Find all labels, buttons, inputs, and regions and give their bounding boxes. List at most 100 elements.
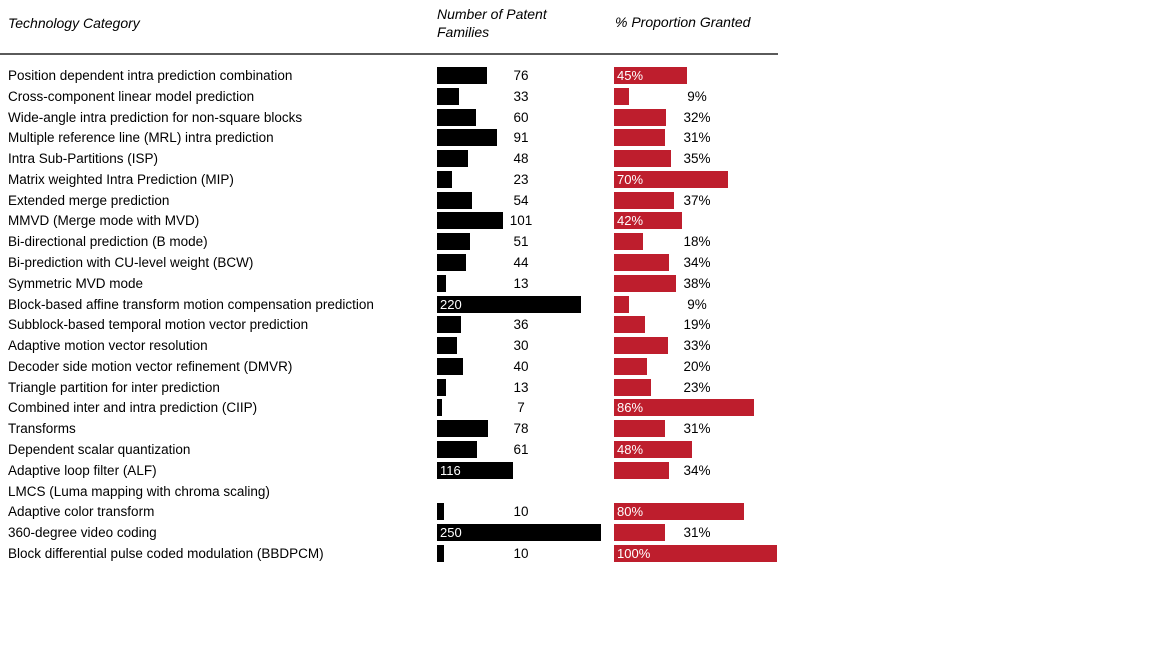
granted-bar: 100% xyxy=(614,544,777,562)
families-value: 10 xyxy=(513,545,529,561)
granted-value: 19% xyxy=(683,317,711,333)
families-value: 91 xyxy=(513,130,529,146)
category-label: Symmetric MVD mode xyxy=(8,275,144,291)
category-label: Cross-component linear model prediction xyxy=(8,88,255,104)
granted-value: 35% xyxy=(683,151,711,167)
granted-value: 70% xyxy=(617,171,644,187)
granted-value: 37% xyxy=(683,192,711,208)
category-label: Adaptive loop filter (ALF) xyxy=(8,462,157,478)
granted-value: 31% xyxy=(683,421,711,437)
header-divider-line xyxy=(0,53,778,55)
families-bar xyxy=(437,170,452,188)
table-row: Position dependent intra prediction comb… xyxy=(0,65,1152,86)
category-label: Block differential pulse coded modulatio… xyxy=(8,545,324,561)
granted-value: 9% xyxy=(687,88,707,104)
families-value: 76 xyxy=(513,68,529,83)
granted-value: 42% xyxy=(617,213,644,229)
granted-bar xyxy=(614,150,671,168)
table-row: Adaptive motion vector resolution 30 33% xyxy=(0,335,1152,356)
granted-value: 32% xyxy=(683,109,711,125)
granted-bar: 42% xyxy=(614,212,682,230)
granted-value: 18% xyxy=(683,234,711,250)
families-value: 10 xyxy=(513,504,529,520)
table-row: Dependent scalar quantization 61 48% xyxy=(0,439,1152,460)
table-row: Extended merge prediction 54 37% xyxy=(0,190,1152,211)
granted-bar xyxy=(614,191,674,209)
table-row: Bi-directional prediction (B mode) 51 18% xyxy=(0,231,1152,252)
granted-bar xyxy=(614,129,665,147)
category-label: Subblock-based temporal motion vector pr… xyxy=(8,317,309,333)
families-value: 51 xyxy=(513,234,529,250)
table-row: Intra Sub-Partitions (ISP) 48 35% xyxy=(0,148,1152,169)
families-bar xyxy=(437,378,446,396)
families-bar: 116 xyxy=(437,461,513,479)
families-bar xyxy=(437,503,444,521)
granted-bar xyxy=(614,378,651,396)
granted-value: 23% xyxy=(683,379,711,395)
granted-bar xyxy=(614,420,665,438)
granted-bar xyxy=(614,254,669,272)
granted-value: 34% xyxy=(683,255,711,271)
families-value: 220 xyxy=(440,296,462,312)
category-label: Adaptive motion vector resolution xyxy=(8,338,208,354)
families-bar: 250 xyxy=(437,524,601,542)
granted-value: 34% xyxy=(683,462,711,478)
category-label: Transforms xyxy=(8,421,76,437)
families-bar xyxy=(437,316,461,334)
table-row: MMVD (Merge mode with MVD) 101 42% xyxy=(0,210,1152,231)
table-row: Block differential pulse coded modulatio… xyxy=(0,543,1152,564)
granted-value: 31% xyxy=(683,525,711,541)
table-row: 360-degree video coding 250 31% xyxy=(0,522,1152,543)
granted-bar xyxy=(614,274,676,292)
table-row: Adaptive loop filter (ALF) 116 34% xyxy=(0,460,1152,481)
table-row: Subblock-based temporal motion vector pr… xyxy=(0,314,1152,335)
granted-bar xyxy=(614,316,645,334)
category-label: Extended merge prediction xyxy=(8,192,170,208)
families-value: 60 xyxy=(513,109,529,125)
granted-bar: 86% xyxy=(614,399,754,417)
granted-value: 9% xyxy=(687,296,707,312)
category-label: Block-based affine transform motion comp… xyxy=(8,296,374,312)
table-row: Triangle partition for inter prediction 1… xyxy=(0,377,1152,398)
granted-bar xyxy=(614,357,647,375)
families-bar xyxy=(437,254,466,272)
category-label: Intra Sub-Partitions (ISP) xyxy=(8,151,159,167)
granted-bar: 80% xyxy=(614,503,744,521)
families-value: 13 xyxy=(513,275,529,291)
table-row: Combined inter and intra prediction (CII… xyxy=(0,397,1152,418)
category-label: MMVD (Merge mode with MVD) xyxy=(8,213,200,229)
families-bar xyxy=(437,544,444,562)
granted-bar xyxy=(614,108,666,126)
families-value: 30 xyxy=(513,338,529,354)
granted-value: 38% xyxy=(683,275,711,291)
category-label: Bi-prediction with CU-level weight (BCW) xyxy=(8,255,254,271)
families-value: 116 xyxy=(440,462,461,478)
families-value: 61 xyxy=(513,442,529,458)
granted-bar: 45% xyxy=(614,67,687,84)
table-row: Adaptive color transform 10 80% xyxy=(0,501,1152,522)
column-header-technology-category: Technology Category xyxy=(8,15,140,31)
families-bar xyxy=(437,274,446,292)
families-bar xyxy=(437,420,488,438)
table-row: Matrix weighted Intra Prediction (MIP) 23… xyxy=(0,169,1152,190)
category-label: Triangle partition for inter prediction xyxy=(8,379,220,395)
granted-value: 48% xyxy=(617,442,644,458)
families-bar xyxy=(437,337,457,355)
families-value: 40 xyxy=(513,358,529,374)
families-value: 7 xyxy=(517,400,525,416)
granted-bar xyxy=(614,337,668,355)
families-value: 13 xyxy=(513,379,529,395)
category-label: Position dependent intra prediction comb… xyxy=(8,68,293,83)
granted-bar xyxy=(614,295,629,313)
granted-value: 20% xyxy=(683,358,711,374)
families-value: 101 xyxy=(509,213,533,229)
table-row: Decoder side motion vector refinement (D… xyxy=(0,356,1152,377)
granted-bar: 48% xyxy=(614,441,692,459)
families-bar: 220 xyxy=(437,295,581,313)
granted-bar xyxy=(614,233,643,251)
granted-value: 45% xyxy=(617,68,644,83)
category-label: Matrix weighted Intra Prediction (MIP) xyxy=(8,171,234,187)
families-value: 48 xyxy=(513,151,529,167)
table-row: Symmetric MVD mode 13 38% xyxy=(0,273,1152,294)
